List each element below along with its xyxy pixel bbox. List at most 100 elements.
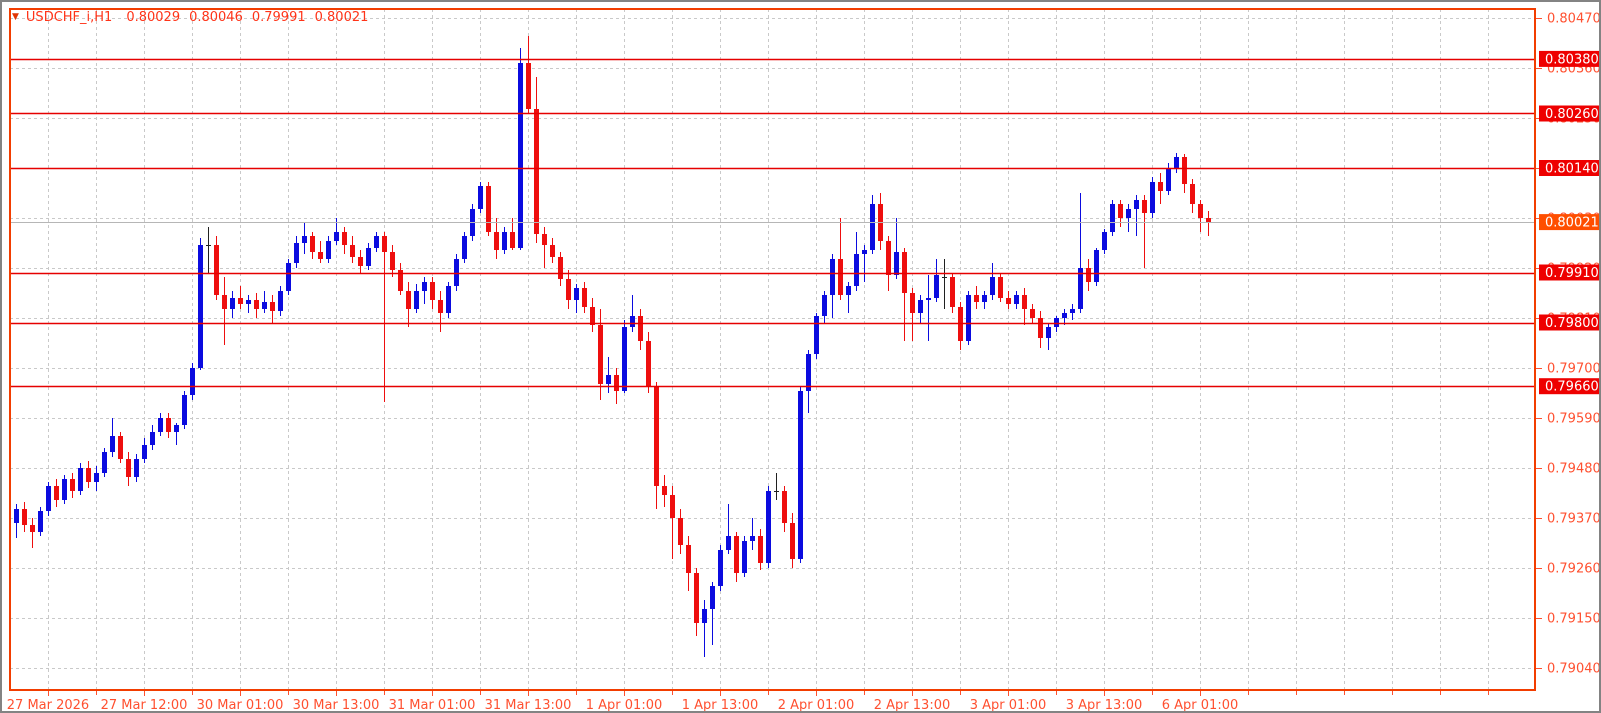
candle (214, 236, 219, 300)
candle (798, 386, 803, 563)
candle (430, 277, 435, 309)
candle (1102, 229, 1107, 254)
candle (326, 236, 331, 263)
candle (678, 509, 683, 554)
candle (246, 295, 251, 313)
candle (1150, 177, 1155, 218)
candle (990, 263, 995, 300)
candle (1174, 153, 1179, 173)
price-level-badge: 0.80260 (1539, 105, 1599, 122)
price-level-badge: 0.80380 (1539, 50, 1599, 67)
candle (1094, 248, 1099, 286)
candle (1062, 309, 1067, 325)
time-axis[interactable] (2, 687, 1535, 711)
price-level-badges: 0.80380 0.80260 0.80140 0.79910 0.79800 0.796… (1539, 50, 1599, 395)
candle (998, 273, 1003, 302)
candle (358, 250, 363, 273)
candle (310, 232, 315, 259)
candle (166, 413, 171, 438)
time-axis-labels: 27 Mar 2026 27 Mar 12:00 30 Mar 01:00 30 Ma… (7, 690, 1238, 713)
candle (886, 236, 891, 291)
support-resistance-lines[interactable] (10, 58, 1535, 388)
price-axis-label: 0.79040 (1547, 662, 1601, 677)
candle (702, 600, 707, 657)
candle (670, 486, 675, 559)
plot-border (9, 8, 1536, 691)
candle (342, 227, 347, 254)
candle (686, 536, 691, 591)
price-axis-label: 0.79700 (1547, 362, 1601, 377)
candle (238, 286, 243, 309)
candle (86, 461, 91, 488)
candle (486, 182, 491, 236)
candle (726, 504, 731, 554)
time-axis-label: 1 Apr 13:00 (682, 698, 759, 713)
candle (814, 313, 819, 359)
candle (750, 518, 755, 550)
candle (102, 448, 107, 477)
svg-text:0.80260: 0.80260 (1545, 107, 1599, 122)
candle (46, 482, 51, 516)
candle (766, 486, 771, 568)
candle (502, 227, 507, 254)
candle (1046, 323, 1051, 350)
candle (1142, 195, 1147, 268)
candle (926, 275, 931, 341)
candle (566, 270, 571, 309)
candle (782, 486, 787, 532)
price-axis-label: 0.80470 (1547, 12, 1601, 27)
time-axis-label: 3 Apr 01:00 (970, 698, 1047, 713)
candle (774, 473, 779, 500)
symbol-dropdown-icon[interactable]: ▼ (12, 12, 19, 22)
price-axis-label: 0.79480 (1547, 462, 1601, 477)
time-axis-label: 31 Mar 01:00 (389, 698, 476, 713)
candle (118, 432, 123, 463)
time-axis-label: 2 Apr 01:00 (778, 698, 855, 713)
candle (542, 227, 547, 268)
price-level-badge: 0.79660 (1539, 378, 1599, 395)
price-level-badge: 0.80140 (1539, 160, 1599, 177)
candle (1078, 193, 1083, 313)
svg-text:0.80380: 0.80380 (1545, 52, 1599, 67)
candle (854, 232, 859, 291)
candle (70, 473, 75, 498)
candle (918, 295, 923, 323)
price-level-badge: 0.79910 (1539, 264, 1599, 281)
candle (830, 254, 835, 318)
candle (878, 193, 883, 250)
candle (1070, 304, 1075, 320)
candle (1086, 259, 1091, 291)
candle (206, 227, 211, 273)
candle (806, 350, 811, 413)
candle (758, 529, 763, 570)
time-axis-label: 27 Mar 2026 (7, 698, 89, 713)
ohlc-open-value: 0.80029 (126, 9, 181, 25)
candle (494, 218, 499, 259)
time-axis-label: 31 Mar 13:00 (485, 698, 572, 713)
candle (1182, 154, 1187, 193)
candle (198, 238, 203, 370)
candle (654, 382, 659, 509)
candle (630, 295, 635, 332)
candle (1198, 200, 1203, 232)
candle (582, 282, 587, 313)
candle (510, 218, 515, 250)
candle (150, 425, 155, 450)
time-axis-label: 1 Apr 01:00 (586, 698, 663, 713)
candle (438, 291, 443, 332)
candle (294, 236, 299, 268)
candle (710, 582, 715, 645)
svg-text:0.79800: 0.79800 (1545, 316, 1599, 331)
candle (446, 282, 451, 318)
candle (478, 182, 483, 213)
candle (902, 248, 907, 341)
candle (398, 263, 403, 295)
candles (14, 36, 1211, 657)
price-axis[interactable] (1531, 2, 1599, 692)
candle (838, 218, 843, 300)
candle (270, 295, 275, 323)
price-axis-label: 0.79150 (1547, 612, 1601, 627)
candle (694, 568, 699, 636)
time-axis-label: 30 Mar 13:00 (293, 698, 380, 713)
